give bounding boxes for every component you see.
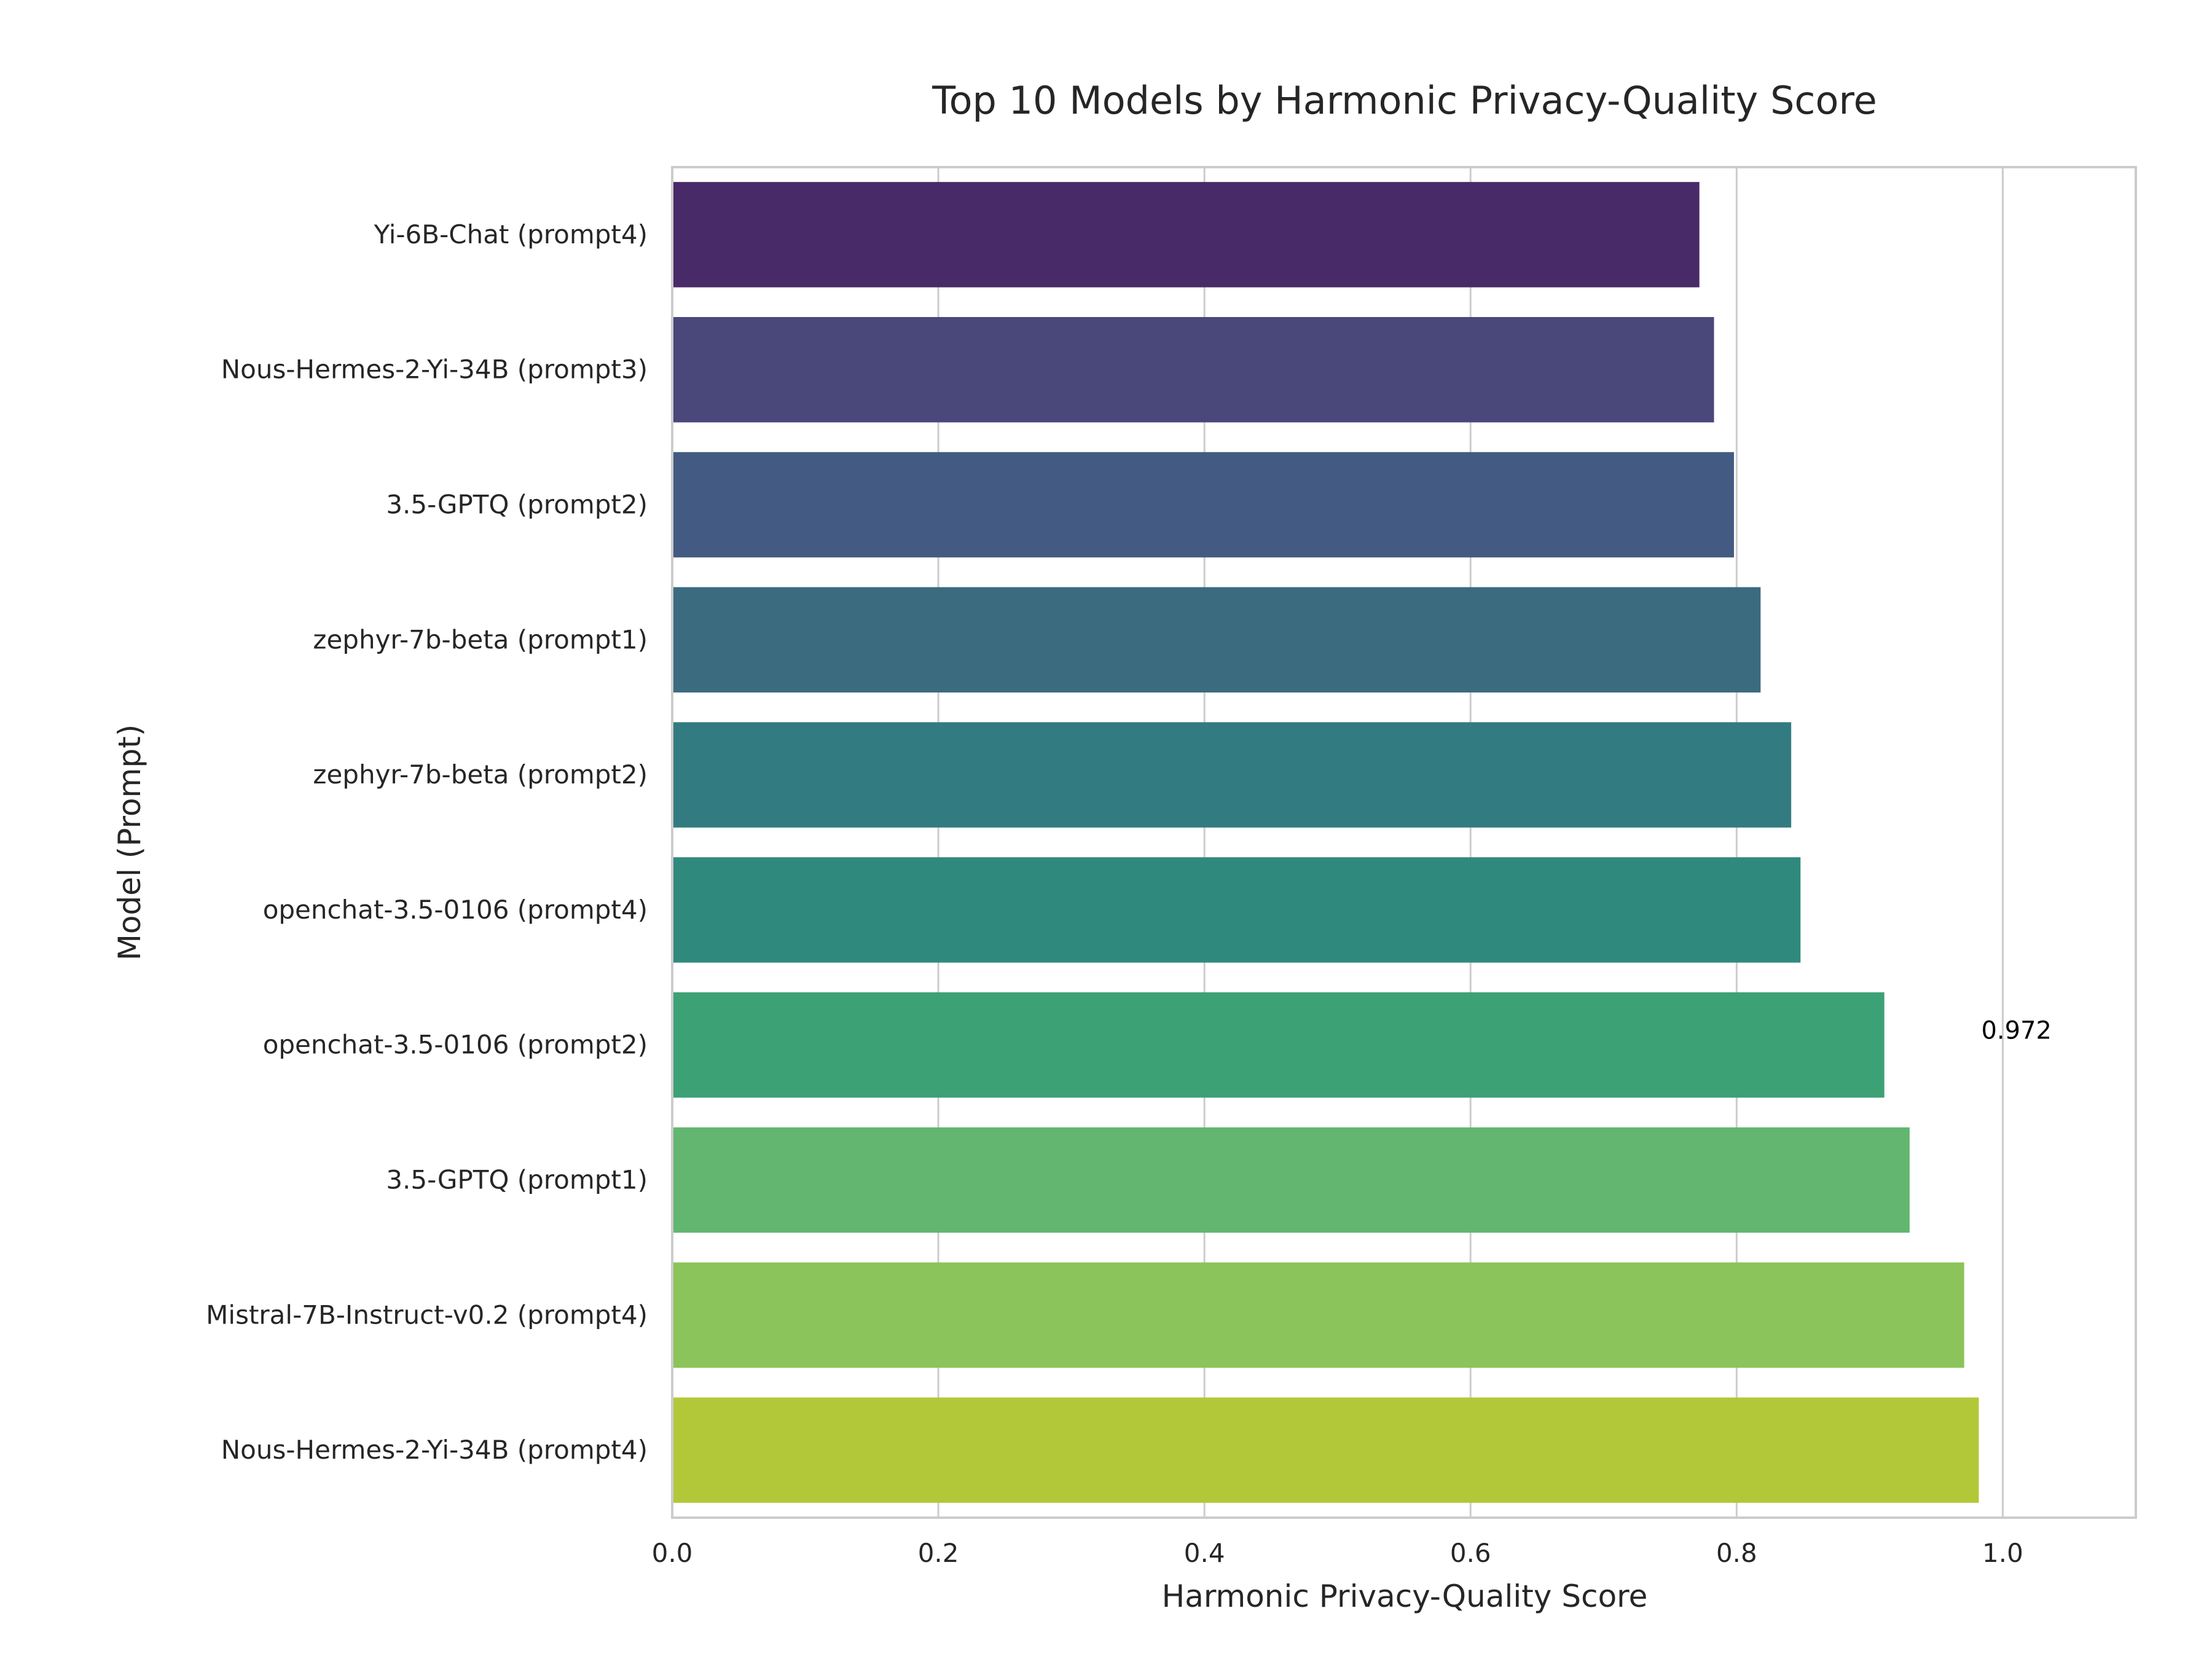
bar [672,587,1761,693]
y-tick-labels: Yi-6B-Chat (prompt4) Nous-Hermes-2-Yi-34B… [206,219,648,1465]
y-tick-label: zephyr-7b-beta (prompt2) [313,759,648,790]
bar [672,1397,1979,1503]
y-tick-label: Yi-6B-Chat (prompt4) [374,219,648,249]
y-tick-label: Mistral-7B-Instruct-v0.2 (prompt4) [206,1300,648,1330]
y-tick-label: 3.5-GPTQ (prompt2) [386,490,648,520]
bar [672,857,1801,963]
x-tick-label: 0.0 [652,1538,693,1568]
y-axis-label: Model (Prompt) [112,724,147,960]
bar [672,182,1700,288]
y-tick-label: Nous-Hermes-2-Yi-34B (prompt4) [221,1435,648,1465]
x-tick-label: 0.2 [918,1538,959,1568]
chart-title: Top 10 Models by Harmonic Privacy-Qualit… [931,78,1877,123]
x-axis-label: Harmonic Privacy-Quality Score [1162,1579,1648,1614]
y-tick-label: openchat-3.5-0106 (prompt4) [263,895,648,925]
x-tick-label: 1.0 [1982,1538,2023,1568]
x-tick-label: 0.6 [1450,1538,1491,1568]
bar [672,316,1714,423]
x-tick-label: 0.8 [1716,1538,1757,1568]
plot-frame [671,166,2137,1519]
y-tick-label: zephyr-7b-beta (prompt1) [313,624,648,654]
annotations: 0.972 [1981,1017,2052,1045]
x-tick-label: 0.4 [1184,1538,1225,1568]
bar [672,722,1792,828]
bar [672,992,1885,1098]
y-tick-label: 3.5-GPTQ (prompt1) [386,1165,648,1195]
bar [672,1127,1910,1233]
bar [672,1262,1964,1368]
y-tick-label: openchat-3.5-0106 (prompt2) [263,1030,648,1060]
y-tick-label: Nous-Hermes-2-Yi-34B (prompt3) [221,355,648,385]
x-tick-labels: 0.0 0.2 0.4 0.6 0.8 1.0 [652,1538,2023,1568]
data-label: 0.972 [1981,1017,2052,1045]
bar [672,452,1735,558]
bars [672,182,1979,1503]
